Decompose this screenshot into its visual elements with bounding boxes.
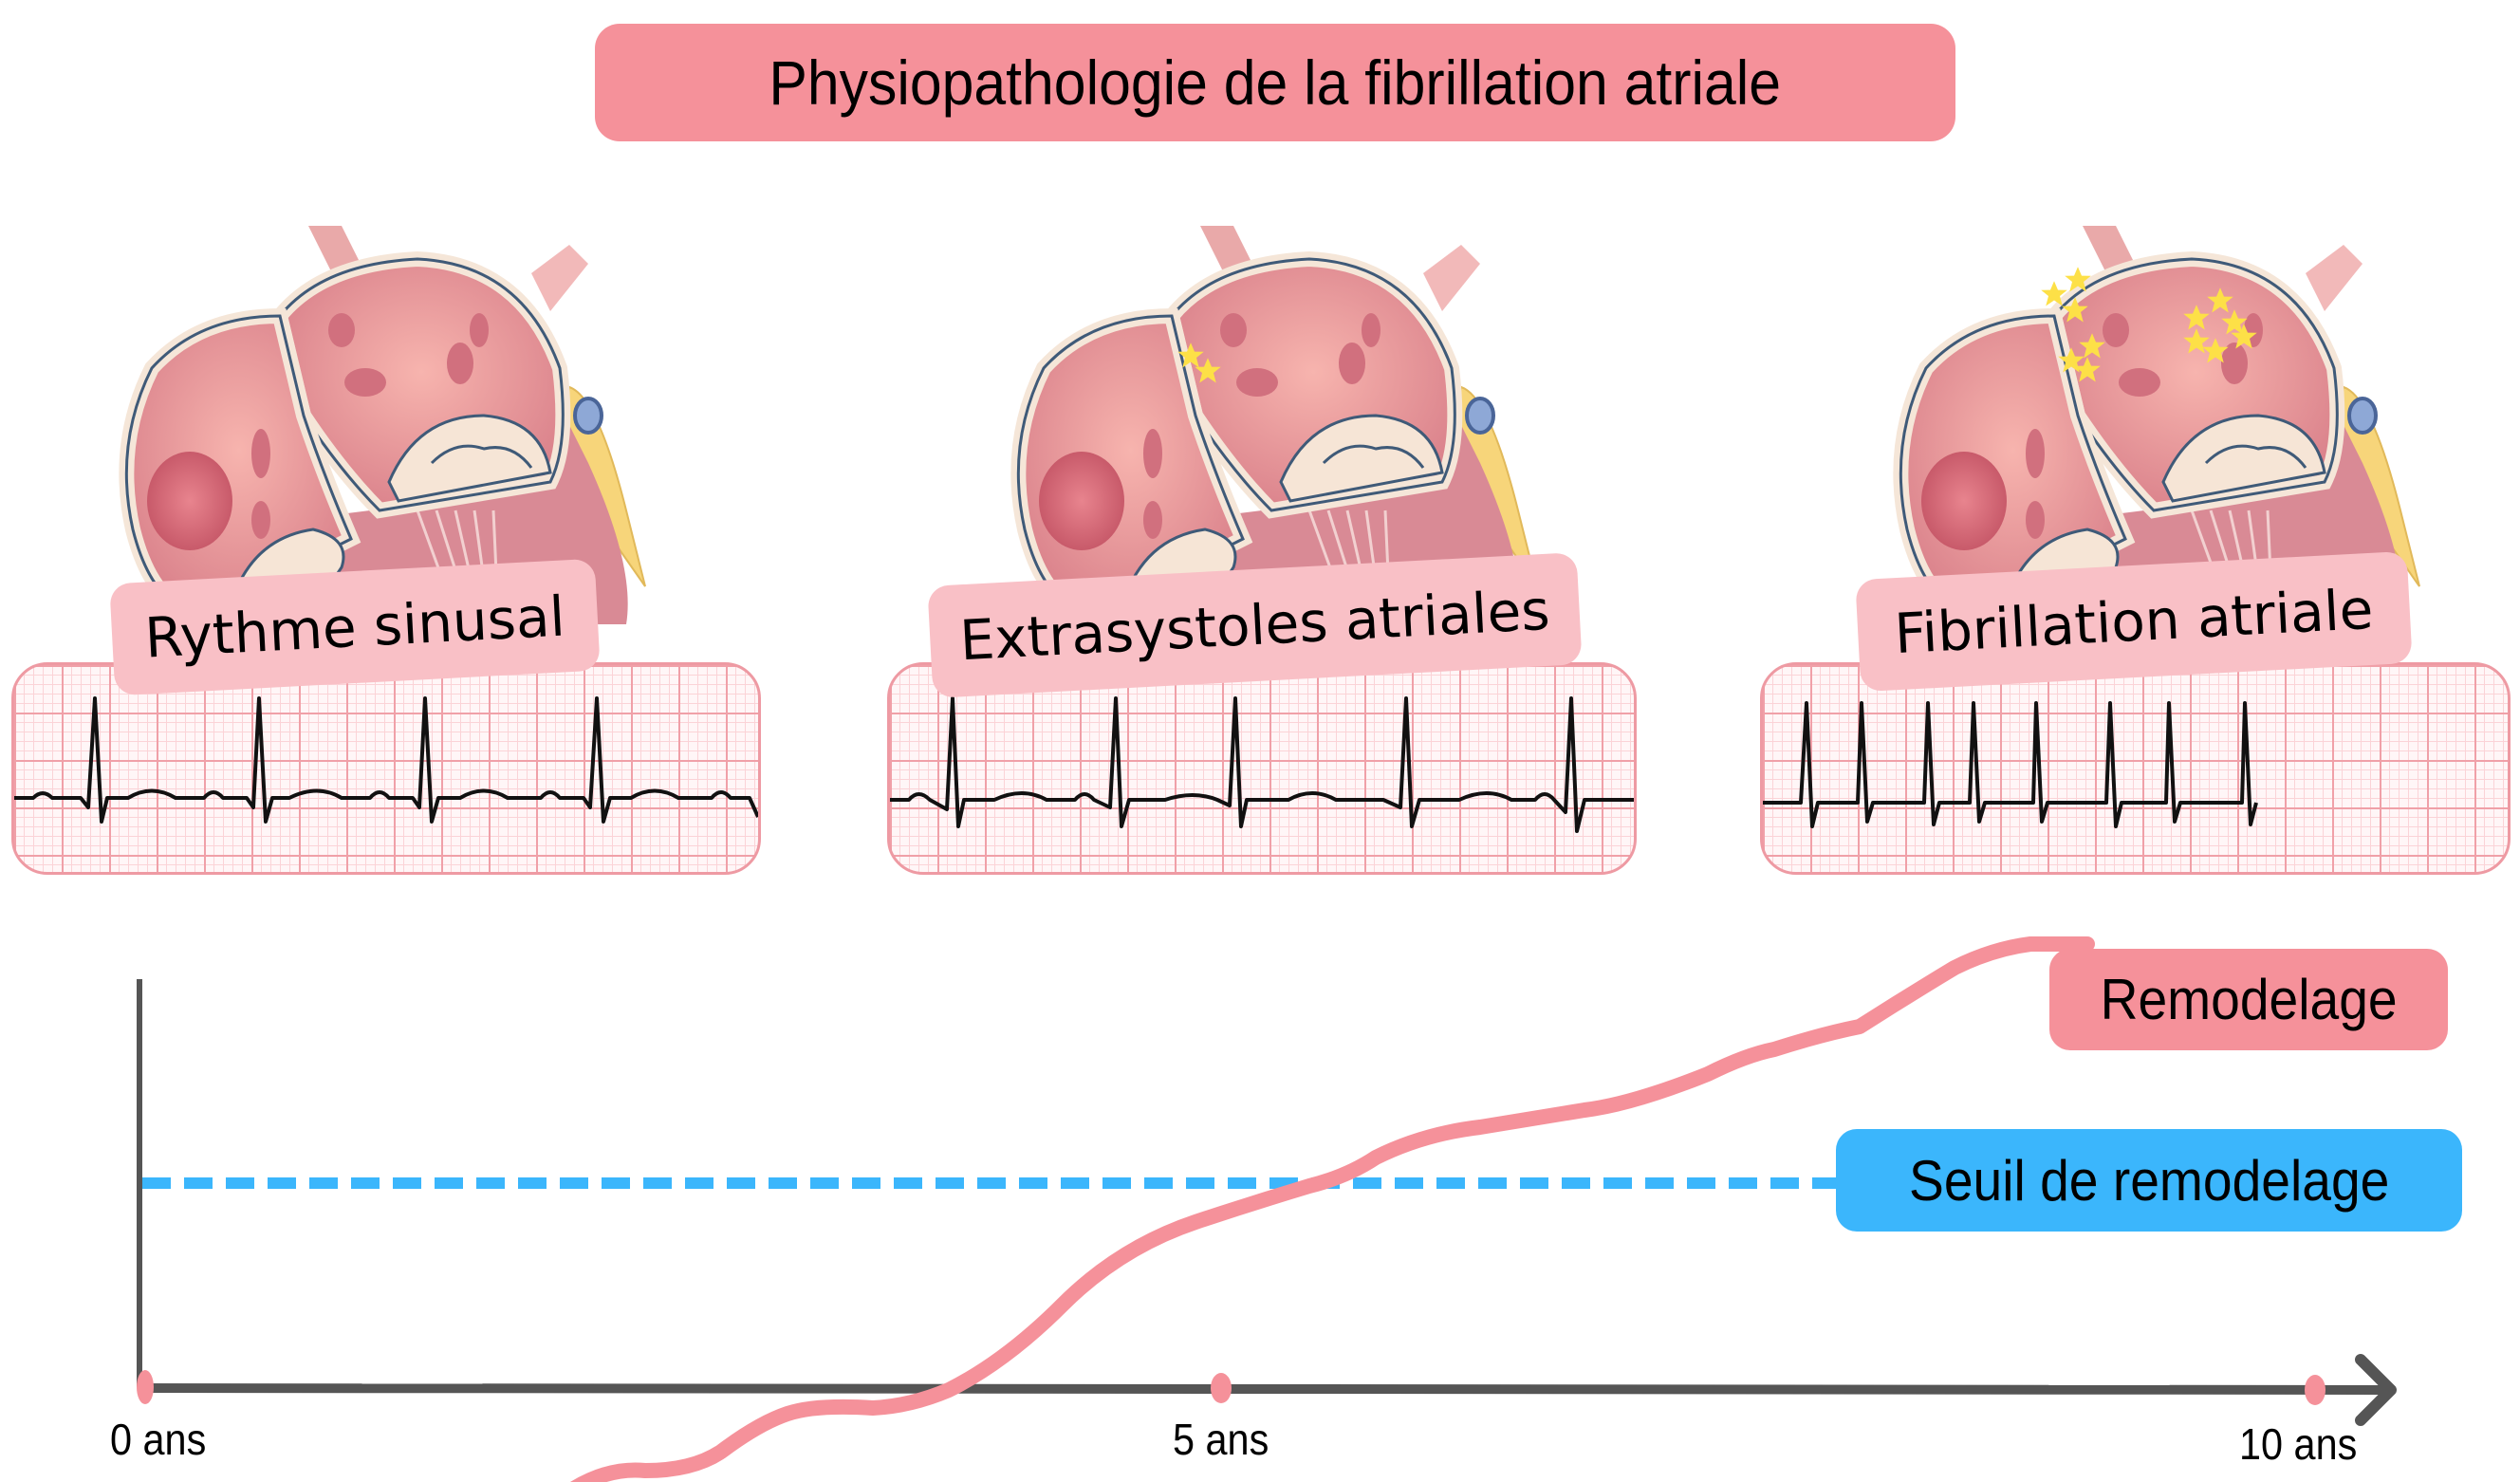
x-axis-arrow-icon [2355,1354,2397,1426]
x-axis [139,1383,2387,1395]
ecg-trace [1763,701,2258,828]
seuil-callout: Seuil de remodelage [1836,1129,2462,1232]
x-tick-label-0: 0 ans [110,1415,207,1464]
x-tick-label-10: 10 ans [2239,1419,2358,1469]
ecg-trace [890,696,1634,833]
remodeling-curve [570,936,2095,1482]
remodelage-callout: Remodelage [2049,949,2448,1050]
tick-dot-0 [137,1370,154,1404]
tick-dot-5 [1211,1373,1232,1403]
ecg-strip-extrasystoles [887,662,1637,875]
tick-dot-10 [2305,1375,2325,1405]
diagram-title-text: Physiopathologie de la fibrillation atri… [769,47,1782,118]
diagram-title: Physiopathologie de la fibrillation atri… [595,24,1955,141]
ecg-strip-sinus [11,662,761,875]
remodelage-label: Remodelage [2100,968,2398,1031]
x-tick-label-5: 5 ans [1173,1415,1269,1464]
ecg-trace [14,696,758,824]
seuil-label: Seuil de remodelage [1908,1148,2390,1213]
